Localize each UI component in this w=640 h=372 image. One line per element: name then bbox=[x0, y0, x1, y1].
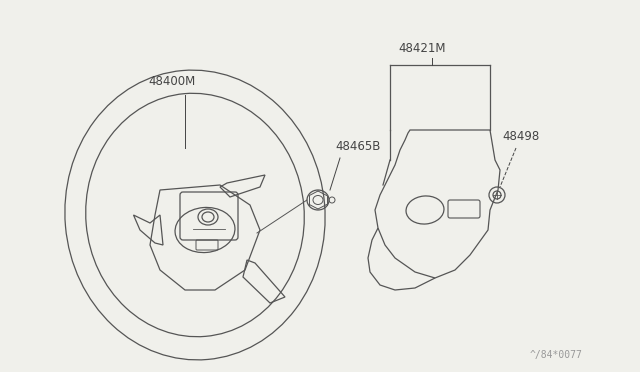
Text: 48421M: 48421M bbox=[398, 42, 445, 55]
Text: 48400M: 48400M bbox=[148, 75, 195, 88]
Text: 48498: 48498 bbox=[502, 130, 540, 143]
Text: ^/84*0077: ^/84*0077 bbox=[530, 350, 583, 360]
Text: 48465B: 48465B bbox=[335, 140, 380, 153]
